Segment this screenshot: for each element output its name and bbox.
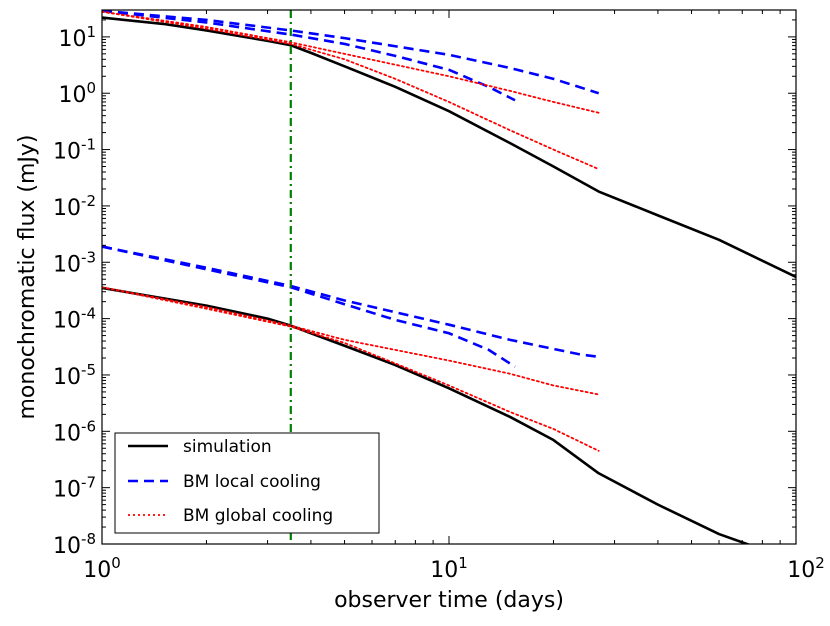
series-line-9 [102,286,600,396]
series-line-6 [102,10,600,171]
y-tick-label: 101 [58,23,96,52]
x-tick-label: 100 [83,554,121,583]
y-tick-label: 10-6 [53,417,96,446]
legend-label-bm-local: BM local cooling [183,472,321,492]
plot-frame [101,9,797,545]
y-tick-label: 10-2 [53,192,96,221]
tick-labels-layer: 100 101 102 101 100 10-1 10-2 10-3 10-4 10-5 10-6 1… [53,23,825,583]
x-tick-label: 101 [430,554,468,583]
y-tick-label: 10-1 [53,136,96,165]
y-tick-label: 10-7 [53,474,96,503]
legend-label-bm-global: BM global cooling [183,506,333,526]
series-line-10 [102,286,600,452]
y-tick-label: 100 [58,79,96,108]
x-tick-label: 102 [787,554,825,583]
series-line-5 [102,10,600,114]
series-line-2 [102,286,751,544]
y-tick-label: 10-5 [53,361,96,390]
legend: simulation BM local cooling BM global co… [114,432,380,534]
series-line-8 [102,245,516,368]
series-layer [102,10,796,544]
y-tick-label: 10-4 [53,305,96,334]
x-axis-label: observer time (days) [334,588,564,613]
y-tick-label: 10-8 [53,530,96,559]
y-tick-label: 10-3 [53,248,96,277]
legend-label-simulation: simulation [183,437,272,457]
series-line-7 [102,245,599,359]
legend-box [114,432,380,534]
y-axis-label: monochromatic flux (mJy) [15,134,40,419]
series-line-1 [102,16,796,279]
series-line-3 [102,10,600,95]
